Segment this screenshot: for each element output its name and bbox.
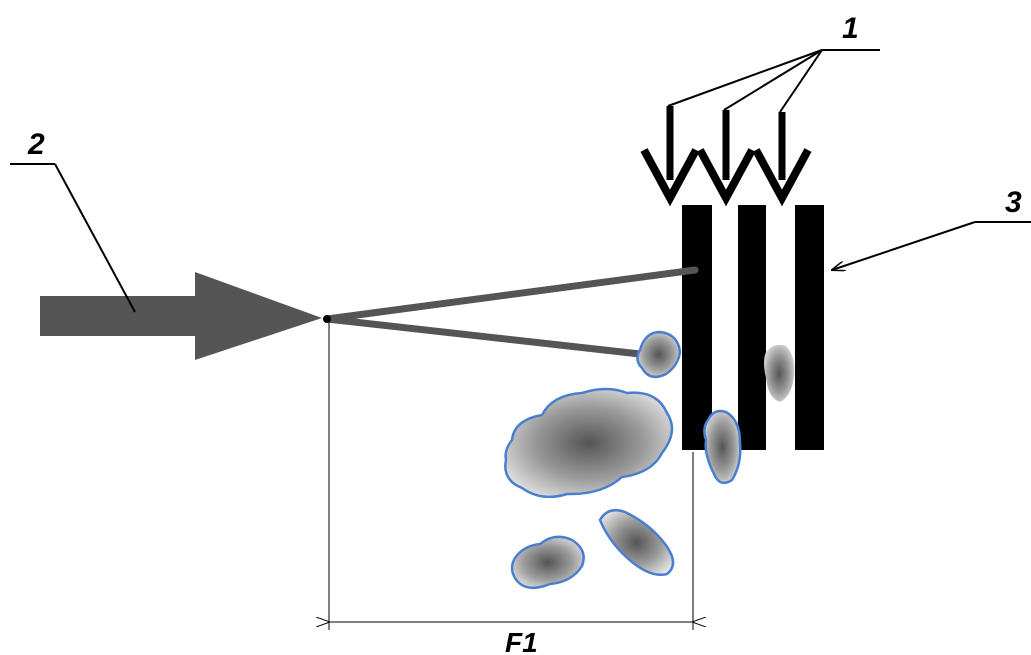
source-arrow: [40, 272, 322, 360]
beam-lines: [323, 266, 699, 358]
beam-leaders: [640, 49, 880, 207]
label-source: 2: [27, 128, 45, 161]
label-beams: 1: [842, 12, 859, 45]
target-plates: [682, 205, 824, 450]
source-leader: [10, 163, 136, 313]
debris: [504, 330, 795, 590]
target-leader: [832, 221, 1031, 270]
dimension: [329, 322, 693, 630]
label-distance: F1: [505, 627, 538, 655]
label-target: 3: [1005, 186, 1022, 219]
focus-point: [323, 315, 331, 323]
